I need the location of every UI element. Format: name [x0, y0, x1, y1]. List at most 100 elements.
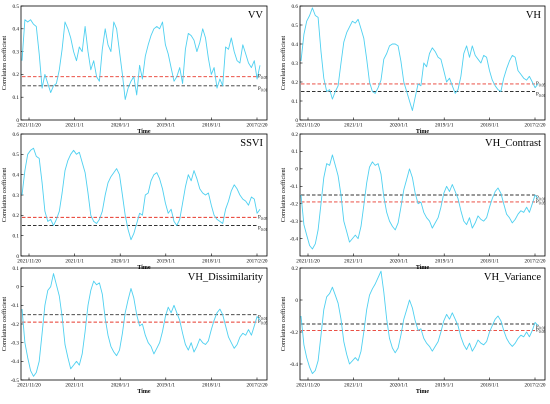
x-tick-label: 2019/1/1	[435, 123, 454, 129]
x-tick-label: 2020/1/1	[390, 259, 409, 265]
plot-frame	[20, 5, 268, 121]
x-tick-label: 2018/1/1	[202, 383, 221, 389]
y-tick-label: 0.5	[13, 4, 20, 10]
x-tick-label: 2018/1/1	[480, 259, 499, 265]
x-tick-label: 2018/1/1	[202, 123, 221, 129]
x-tick-label: 2019/1/1	[157, 383, 176, 389]
x-tick-label: 2017/2/20	[246, 383, 267, 389]
x-tick-label: 2021/11/20	[296, 123, 320, 129]
y-tick-label: -0.2	[290, 202, 299, 208]
chart-panel: 0 0.1 0.2 0.3 0.4 0.5 0.6 2021/11/20 2021/1/1 202…	[280, 4, 546, 135]
chart-panel: 0 0.1 0.2 0.3 0.4 0.5 2021/11/20 2021/1/1 2020/1…	[1, 4, 268, 135]
series-line	[300, 270, 539, 375]
y-tick-label: 0.3	[13, 193, 20, 199]
significance-label: P0.01	[536, 325, 546, 331]
y-tick-label: 0.4	[13, 172, 20, 178]
y-tick-label: -0.4	[290, 362, 299, 368]
y-tick-label: 0.2	[292, 80, 299, 86]
x-tick-label: 2021/11/20	[17, 259, 41, 265]
y-tick-label: 0.1	[13, 266, 20, 272]
x-tick-label: 2021/11/20	[17, 123, 41, 129]
significance-label: P0.05	[536, 82, 546, 88]
series-line	[21, 273, 261, 377]
y-tick-label: 0.1	[292, 149, 299, 155]
x-tick-label: 2021/1/1	[344, 123, 363, 129]
plot-frame	[20, 267, 268, 381]
series-line	[21, 19, 261, 100]
x-tick-label: 2017/2/20	[246, 259, 267, 265]
chart-title: VH_Contrast	[485, 138, 541, 149]
significance-label: P0.01	[536, 93, 546, 99]
y-tick-label: 0.2	[13, 213, 20, 219]
y-axis-label: Correlation coefficient	[280, 167, 287, 222]
x-tick-label: 2017/2/20	[524, 259, 545, 265]
y-tick-label: -0.1	[11, 303, 20, 309]
significance-label: P0.01	[258, 316, 268, 322]
significance-label: P0.05	[258, 320, 268, 326]
y-tick-label: -0.3	[290, 219, 299, 225]
y-tick-label: -0.4	[290, 236, 299, 242]
x-tick-label: 2020/1/1	[111, 123, 130, 129]
x-tick-label: 2019/1/1	[435, 383, 454, 389]
y-tick-label: 0	[295, 298, 298, 304]
y-tick-label: 0.4	[292, 42, 299, 48]
y-tick-label: 0	[295, 118, 298, 124]
significance-label: P0.05	[258, 75, 268, 81]
x-tick-label: 2021/1/1	[65, 259, 84, 265]
significance-label: P0.01	[258, 87, 268, 93]
significance-label: P0.01	[536, 196, 546, 202]
x-tick-label: 2021/1/1	[344, 259, 363, 265]
x-tick-label: 2017/2/20	[524, 383, 545, 389]
chart-panel: -0.4 -0.2 0 0.2 2021/11/20 2021/1/1 2020/1/1 20…	[280, 266, 546, 395]
chart-panel: -0.5 -0.4 -0.3 -0.2 -0.1 0 0.1 2021/11/20 2021/1…	[1, 266, 268, 395]
chart-title: VH_Dissimilarity	[188, 272, 264, 283]
significance-label: P0.01	[258, 227, 268, 233]
x-tick-label: 2019/1/1	[435, 259, 454, 265]
y-tick-label: -0.4	[11, 359, 20, 365]
chart-title: VH	[526, 10, 542, 21]
x-tick-label: 2020/1/1	[390, 383, 409, 389]
x-axis-label: Time	[416, 129, 430, 135]
y-tick-label: -0.2	[290, 330, 299, 336]
y-axis-label: Correlation coefficient	[1, 296, 8, 351]
x-tick-label: 2019/1/1	[157, 123, 176, 129]
x-tick-label: 2018/1/1	[480, 383, 499, 389]
series-line	[300, 154, 539, 250]
y-tick-label: 0	[16, 118, 19, 124]
y-tick-label: 0.6	[13, 132, 20, 138]
x-tick-label: 2018/1/1	[480, 123, 499, 129]
y-axis-label: Correlation coefficient	[1, 167, 8, 222]
x-axis-label: Time	[416, 389, 430, 395]
x-tick-label: 2021/1/1	[65, 123, 84, 129]
y-tick-label: 0.5	[13, 152, 20, 158]
y-tick-label: 0.5	[292, 23, 299, 29]
chart-title: VH_Variance	[484, 272, 541, 283]
x-tick-label: 2021/11/20	[296, 383, 320, 389]
y-axis-label: Correlation coefficient	[1, 35, 8, 90]
y-tick-label: -0.5	[11, 378, 20, 384]
significance-label: P0.05	[258, 215, 268, 221]
y-axis-label: Correlation coefficient	[280, 35, 287, 90]
x-tick-label: 2021/1/1	[65, 383, 84, 389]
x-tick-label: 2021/11/20	[17, 383, 41, 389]
plot-frame	[299, 133, 546, 257]
x-tick-label: 2021/1/1	[344, 383, 363, 389]
y-tick-label: 0.1	[292, 99, 299, 105]
series-line	[21, 147, 261, 241]
chart-panel: 0 0.1 0.2 0.3 0.4 0.5 0.6 2021/11/20 2021/1/1 202…	[1, 132, 268, 271]
x-axis-label: Time	[137, 129, 151, 135]
x-tick-label: 2020/1/1	[111, 259, 130, 265]
y-tick-label: 0.6	[292, 4, 299, 10]
chart-title: VV	[248, 10, 264, 21]
significance-label: P0.05	[536, 200, 546, 206]
y-tick-label: 0	[295, 167, 298, 173]
y-tick-label: 0.2	[292, 266, 299, 272]
y-tick-label: 0	[16, 254, 19, 260]
y-tick-label: 0.1	[13, 95, 20, 101]
y-tick-label: 0.2	[13, 72, 20, 78]
x-tick-label: 2020/1/1	[111, 383, 130, 389]
plot-frame	[299, 267, 546, 381]
y-tick-label: 0	[16, 284, 19, 290]
